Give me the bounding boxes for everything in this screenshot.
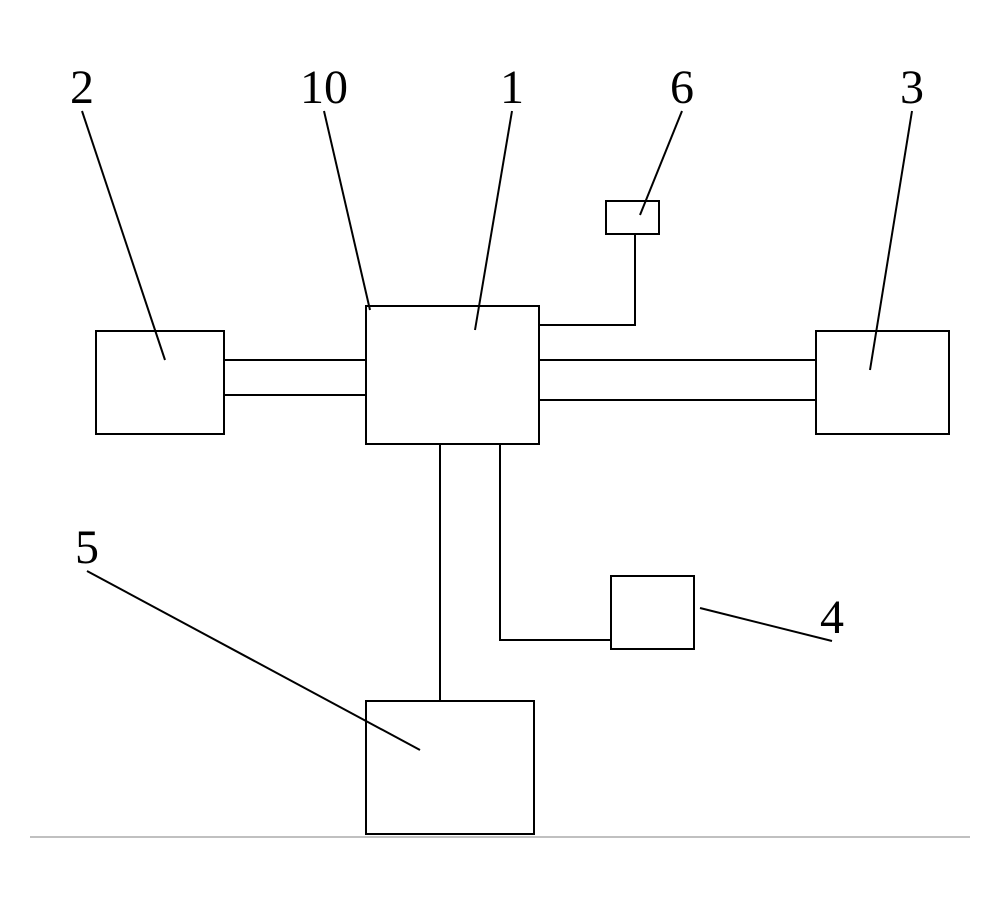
leader-lbl10 [324,111,370,310]
leader-lbl3 [870,111,912,370]
leader-lbl6 [640,111,682,215]
leader-lbl4 [700,608,832,641]
leaders-layer [0,0,1000,903]
leader-lbl5 [87,571,420,750]
diagram-canvas: 12345610 [0,0,1000,903]
leader-lbl2 [82,111,165,360]
leader-lbl1 [475,111,512,330]
